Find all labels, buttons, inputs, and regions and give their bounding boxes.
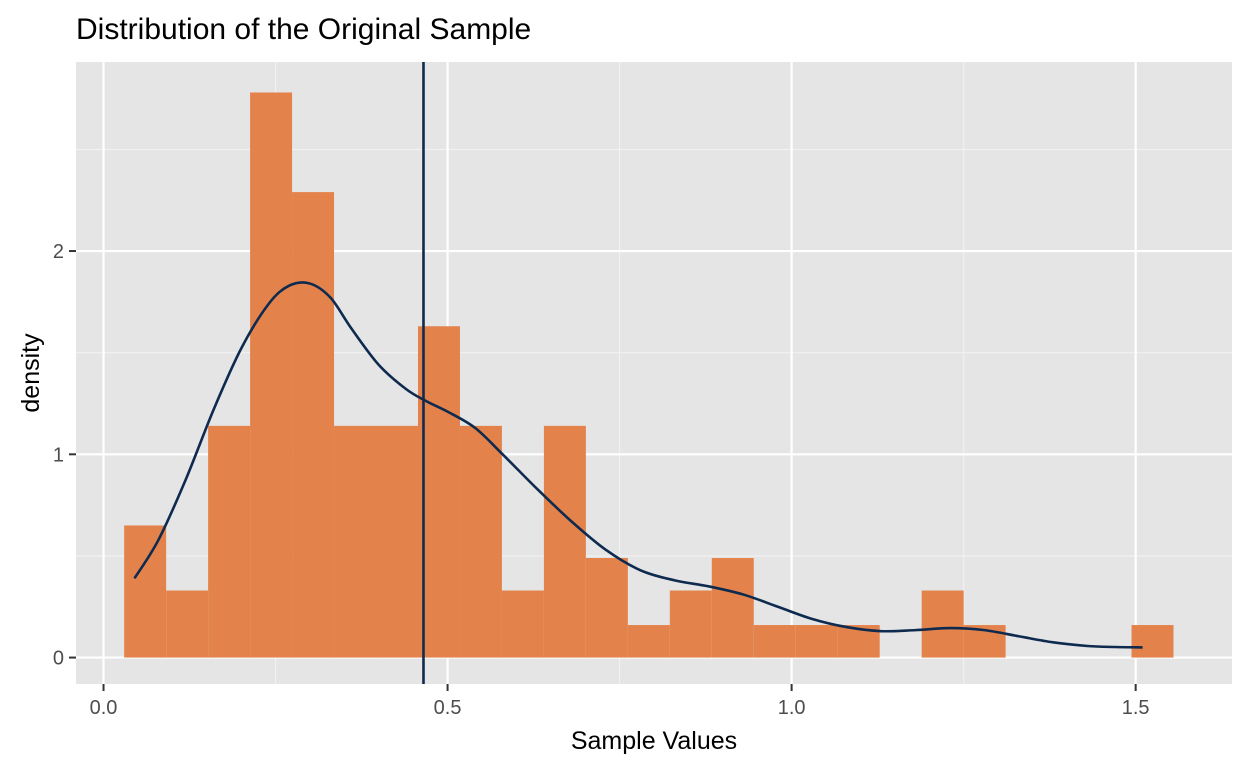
chart-title: Distribution of the Original Sample <box>76 13 531 46</box>
histogram-bar <box>585 557 628 658</box>
histogram-bar <box>921 590 964 658</box>
y-tick-label: 0 <box>53 648 64 670</box>
histogram-bar <box>250 92 293 658</box>
histogram-bar <box>334 425 377 658</box>
histogram-bar <box>417 326 460 658</box>
histogram-bar <box>753 625 796 658</box>
y-tick-label: 2 <box>53 241 64 263</box>
histogram-bar <box>795 625 838 658</box>
x-tick-label: 0.0 <box>90 697 118 719</box>
x-tick-label: 0.5 <box>434 697 462 719</box>
histogram-bar <box>669 590 712 658</box>
histogram-bars <box>124 92 1174 658</box>
histogram-bar <box>124 525 167 658</box>
histogram-bar <box>711 557 754 658</box>
histogram-bar <box>627 625 670 658</box>
y-axis: 0 1 2 <box>53 241 76 670</box>
density-curve <box>133 281 1143 649</box>
y-tick-label: 1 <box>53 444 64 466</box>
x-tick-label: 1.5 <box>1122 697 1150 719</box>
histogram-bar <box>208 425 251 658</box>
histogram-bar <box>501 590 544 658</box>
x-tick-label: 1.0 <box>778 697 806 719</box>
histogram-bar <box>376 425 418 658</box>
histogram-bar <box>1131 625 1174 658</box>
x-axis-title: Sample Values <box>571 727 737 755</box>
histogram-bar <box>543 425 586 658</box>
y-axis-title: density <box>17 333 45 413</box>
histogram-bar <box>166 590 209 658</box>
x-axis: 0.0 0.5 1.0 1.5 <box>90 684 1150 719</box>
histogram-bar <box>292 192 335 658</box>
histogram-bar <box>459 425 502 658</box>
